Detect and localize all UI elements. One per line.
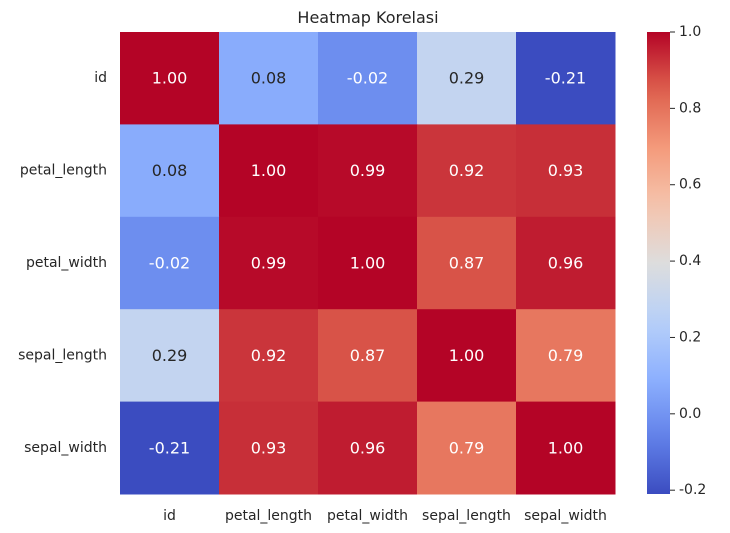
cell-value-label: 0.87 [350,346,386,365]
cell-value-label: 0.93 [251,438,287,457]
cell-value-label: 0.92 [251,346,287,365]
y-tick-label: id [94,70,107,86]
y-tick-label: petal_width [26,255,107,271]
heatmap-cell [120,216,220,310]
heatmap-cell [318,216,418,310]
heatmap-cell [417,216,517,310]
cell-value-label: -0.21 [545,69,586,88]
heatmap-cell [417,32,517,125]
cell-value-label: 0.93 [548,161,584,180]
colorbar-tick-label: 0.4 [679,253,701,269]
colorbar-tick-label: 0.0 [679,406,701,422]
cell-value-label: -0.02 [149,254,190,273]
cell-value-label: 1.00 [548,438,584,457]
colorbar-tick-label: 0.6 [679,177,701,193]
heatmap-cells: 1.00 0.08 -0.02 0.29 -0.21 0.08 1.00 0.99 0.92 0.… [120,32,616,495]
chart-title: Heatmap Korelasi [297,8,438,27]
y-tick-labels: id petal_length petal_width sepal_lengthsep… [18,70,107,456]
colorbar-ticks: -0.2 0.0 0.2 0.4 0.6 0.8 1.0 [670,24,706,498]
cell-value-label: 1.00 [152,69,188,88]
cell-value-label: 0.99 [350,161,386,180]
heatmap-cell [219,216,319,310]
colorbar-tick-label: 0.8 [679,100,701,116]
cell-value-label: 0.08 [152,161,188,180]
cell-value-label: 1.00 [251,161,287,180]
x-tick-labels: id petal_length petal_width sepal_length sep… [163,508,607,524]
heatmap-cell [417,124,517,218]
heatmap-cell [516,401,616,495]
heatmap-cell [120,124,220,218]
x-tick-label: sepal_length [422,508,511,524]
heatmap-cell [516,216,616,310]
cell-value-label: 0.96 [350,438,386,457]
cell-value-label: -0.02 [347,69,388,88]
heatmap-cell [219,124,319,218]
cell-value-label: 0.08 [251,69,287,88]
cell-value-label: 0.29 [449,69,485,88]
heatmap-cell [516,309,616,403]
heatmap-cell [417,309,517,403]
heatmap-cell [120,401,220,495]
heatmap-cell [318,32,418,125]
colorbar [647,32,670,494]
y-tick-label: sepal_width [24,440,107,456]
cell-value-label: 0.79 [548,346,584,365]
heatmap-cell [219,32,319,125]
cell-value-label: 1.00 [449,346,485,365]
heatmap-cell [120,309,220,403]
heatmap-cell [219,401,319,495]
heatmap-cell [318,309,418,403]
heatmap-cell [417,401,517,495]
x-tick-label: petal_length [225,508,312,524]
cell-value-label: 0.99 [251,254,287,273]
y-tick-label: sepal_length [18,347,107,363]
heatmap-cell [120,32,220,125]
cell-value-label: 1.00 [350,254,386,273]
cell-value-label: 0.79 [449,438,485,457]
cell-value-label: 0.29 [152,346,188,365]
heatmap-cell [318,401,418,495]
heatmap-cell [219,309,319,403]
colorbar-tick-label: 0.2 [679,329,701,345]
x-tick-label: id [163,508,176,524]
cell-value-label: 0.92 [449,161,485,180]
colorbar-tick-label: 1.0 [679,24,701,40]
x-tick-label: sepal_width [524,508,607,524]
heatmap-cell [516,124,616,218]
heatmap-cell [516,32,616,125]
cell-value-label: -0.21 [149,438,190,457]
heatmap-cell [318,124,418,218]
cell-value-label: 0.87 [449,254,485,273]
cell-value-label: 0.96 [548,254,584,273]
y-tick-label: petal_length [20,163,107,179]
colorbar-tick-label: -0.2 [679,482,706,498]
x-tick-label: petal_width [327,508,408,524]
